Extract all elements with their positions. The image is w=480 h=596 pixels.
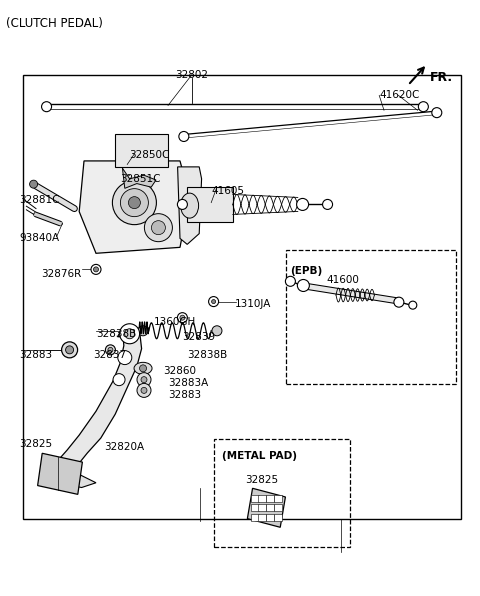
Text: 32851C: 32851C <box>120 174 160 184</box>
Text: 32838B: 32838B <box>187 350 228 359</box>
Circle shape <box>138 326 148 336</box>
Text: 32839: 32839 <box>182 332 216 342</box>
Circle shape <box>298 280 310 291</box>
Circle shape <box>140 365 146 372</box>
Polygon shape <box>247 488 286 527</box>
Text: 93840A: 93840A <box>19 234 60 243</box>
Circle shape <box>30 180 37 188</box>
Circle shape <box>137 383 151 398</box>
Circle shape <box>120 189 148 216</box>
Polygon shape <box>43 328 142 486</box>
Text: 32825: 32825 <box>245 475 278 485</box>
Text: 32883: 32883 <box>168 390 201 399</box>
Circle shape <box>212 326 222 336</box>
Bar <box>115 134 168 167</box>
Text: 32838B: 32838B <box>96 329 136 339</box>
Circle shape <box>409 301 417 309</box>
Circle shape <box>129 197 140 209</box>
Bar <box>214 439 350 547</box>
Polygon shape <box>178 167 202 244</box>
Bar <box>274 504 282 511</box>
Text: FR.: FR. <box>430 71 453 84</box>
Text: 41605: 41605 <box>211 186 244 195</box>
Polygon shape <box>37 454 83 494</box>
Bar <box>266 504 275 511</box>
Circle shape <box>209 297 218 306</box>
Circle shape <box>297 198 309 210</box>
Text: 32820A: 32820A <box>105 442 145 452</box>
Text: 41620C: 41620C <box>379 91 420 100</box>
Text: (METAL PAD): (METAL PAD) <box>222 451 297 461</box>
Polygon shape <box>41 471 96 488</box>
Bar <box>251 514 259 520</box>
Bar <box>23 74 461 519</box>
Bar <box>286 250 456 384</box>
Bar <box>258 495 266 502</box>
Ellipse shape <box>180 193 199 218</box>
Bar <box>258 514 266 520</box>
Circle shape <box>125 329 134 339</box>
Circle shape <box>141 377 147 383</box>
Circle shape <box>151 221 166 235</box>
Circle shape <box>113 374 125 386</box>
Text: 32860: 32860 <box>163 366 196 375</box>
Circle shape <box>61 342 78 358</box>
Circle shape <box>106 345 115 355</box>
Text: 1310JA: 1310JA <box>235 299 272 309</box>
Text: 32837: 32837 <box>94 350 127 359</box>
Circle shape <box>137 372 151 387</box>
Text: 41600: 41600 <box>326 275 359 285</box>
Circle shape <box>419 102 428 111</box>
Circle shape <box>432 108 442 117</box>
Text: 32883A: 32883A <box>168 378 208 387</box>
Ellipse shape <box>134 362 152 374</box>
Circle shape <box>112 181 156 225</box>
Text: 32876R: 32876R <box>41 269 81 279</box>
Circle shape <box>66 346 73 354</box>
Text: 32850C: 32850C <box>130 150 170 160</box>
Text: (CLUTCH PEDAL): (CLUTCH PEDAL) <box>6 17 103 30</box>
Bar <box>274 514 282 520</box>
Circle shape <box>178 313 187 322</box>
Bar <box>266 514 275 520</box>
Bar <box>266 495 275 502</box>
Circle shape <box>141 387 147 393</box>
Circle shape <box>179 132 189 141</box>
Polygon shape <box>122 168 156 188</box>
Polygon shape <box>79 161 190 253</box>
Circle shape <box>91 265 101 274</box>
Circle shape <box>286 277 295 286</box>
Bar <box>187 187 233 222</box>
Text: 1360GH: 1360GH <box>154 317 196 327</box>
Circle shape <box>144 214 172 241</box>
Bar <box>274 495 282 502</box>
Text: 32802: 32802 <box>176 70 208 79</box>
Circle shape <box>94 267 98 272</box>
Circle shape <box>394 297 404 307</box>
Text: 32825: 32825 <box>19 439 52 449</box>
Text: 32881C: 32881C <box>19 195 60 204</box>
Bar <box>258 504 266 511</box>
Circle shape <box>178 200 187 209</box>
Text: 32883: 32883 <box>19 350 52 359</box>
Circle shape <box>212 300 216 303</box>
Circle shape <box>108 347 113 352</box>
Bar <box>251 504 259 511</box>
Text: (EPB): (EPB) <box>290 266 323 276</box>
Circle shape <box>42 102 51 111</box>
Bar <box>251 495 259 502</box>
Circle shape <box>120 324 140 344</box>
Circle shape <box>323 200 333 209</box>
Circle shape <box>180 315 185 320</box>
Circle shape <box>118 350 132 365</box>
